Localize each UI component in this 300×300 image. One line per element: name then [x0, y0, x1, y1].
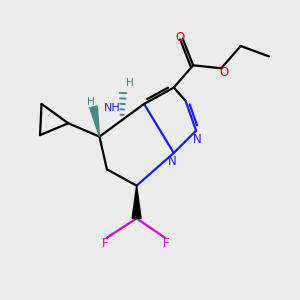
Polygon shape	[90, 106, 100, 136]
Text: N: N	[193, 133, 202, 146]
Text: H: H	[87, 98, 94, 107]
Text: H: H	[126, 78, 134, 88]
Text: O: O	[220, 66, 229, 79]
Text: N: N	[168, 155, 177, 168]
Text: NH: NH	[103, 103, 120, 113]
Text: O: O	[175, 31, 184, 44]
Polygon shape	[132, 186, 141, 218]
Text: F: F	[102, 237, 109, 250]
Text: F: F	[163, 237, 170, 250]
